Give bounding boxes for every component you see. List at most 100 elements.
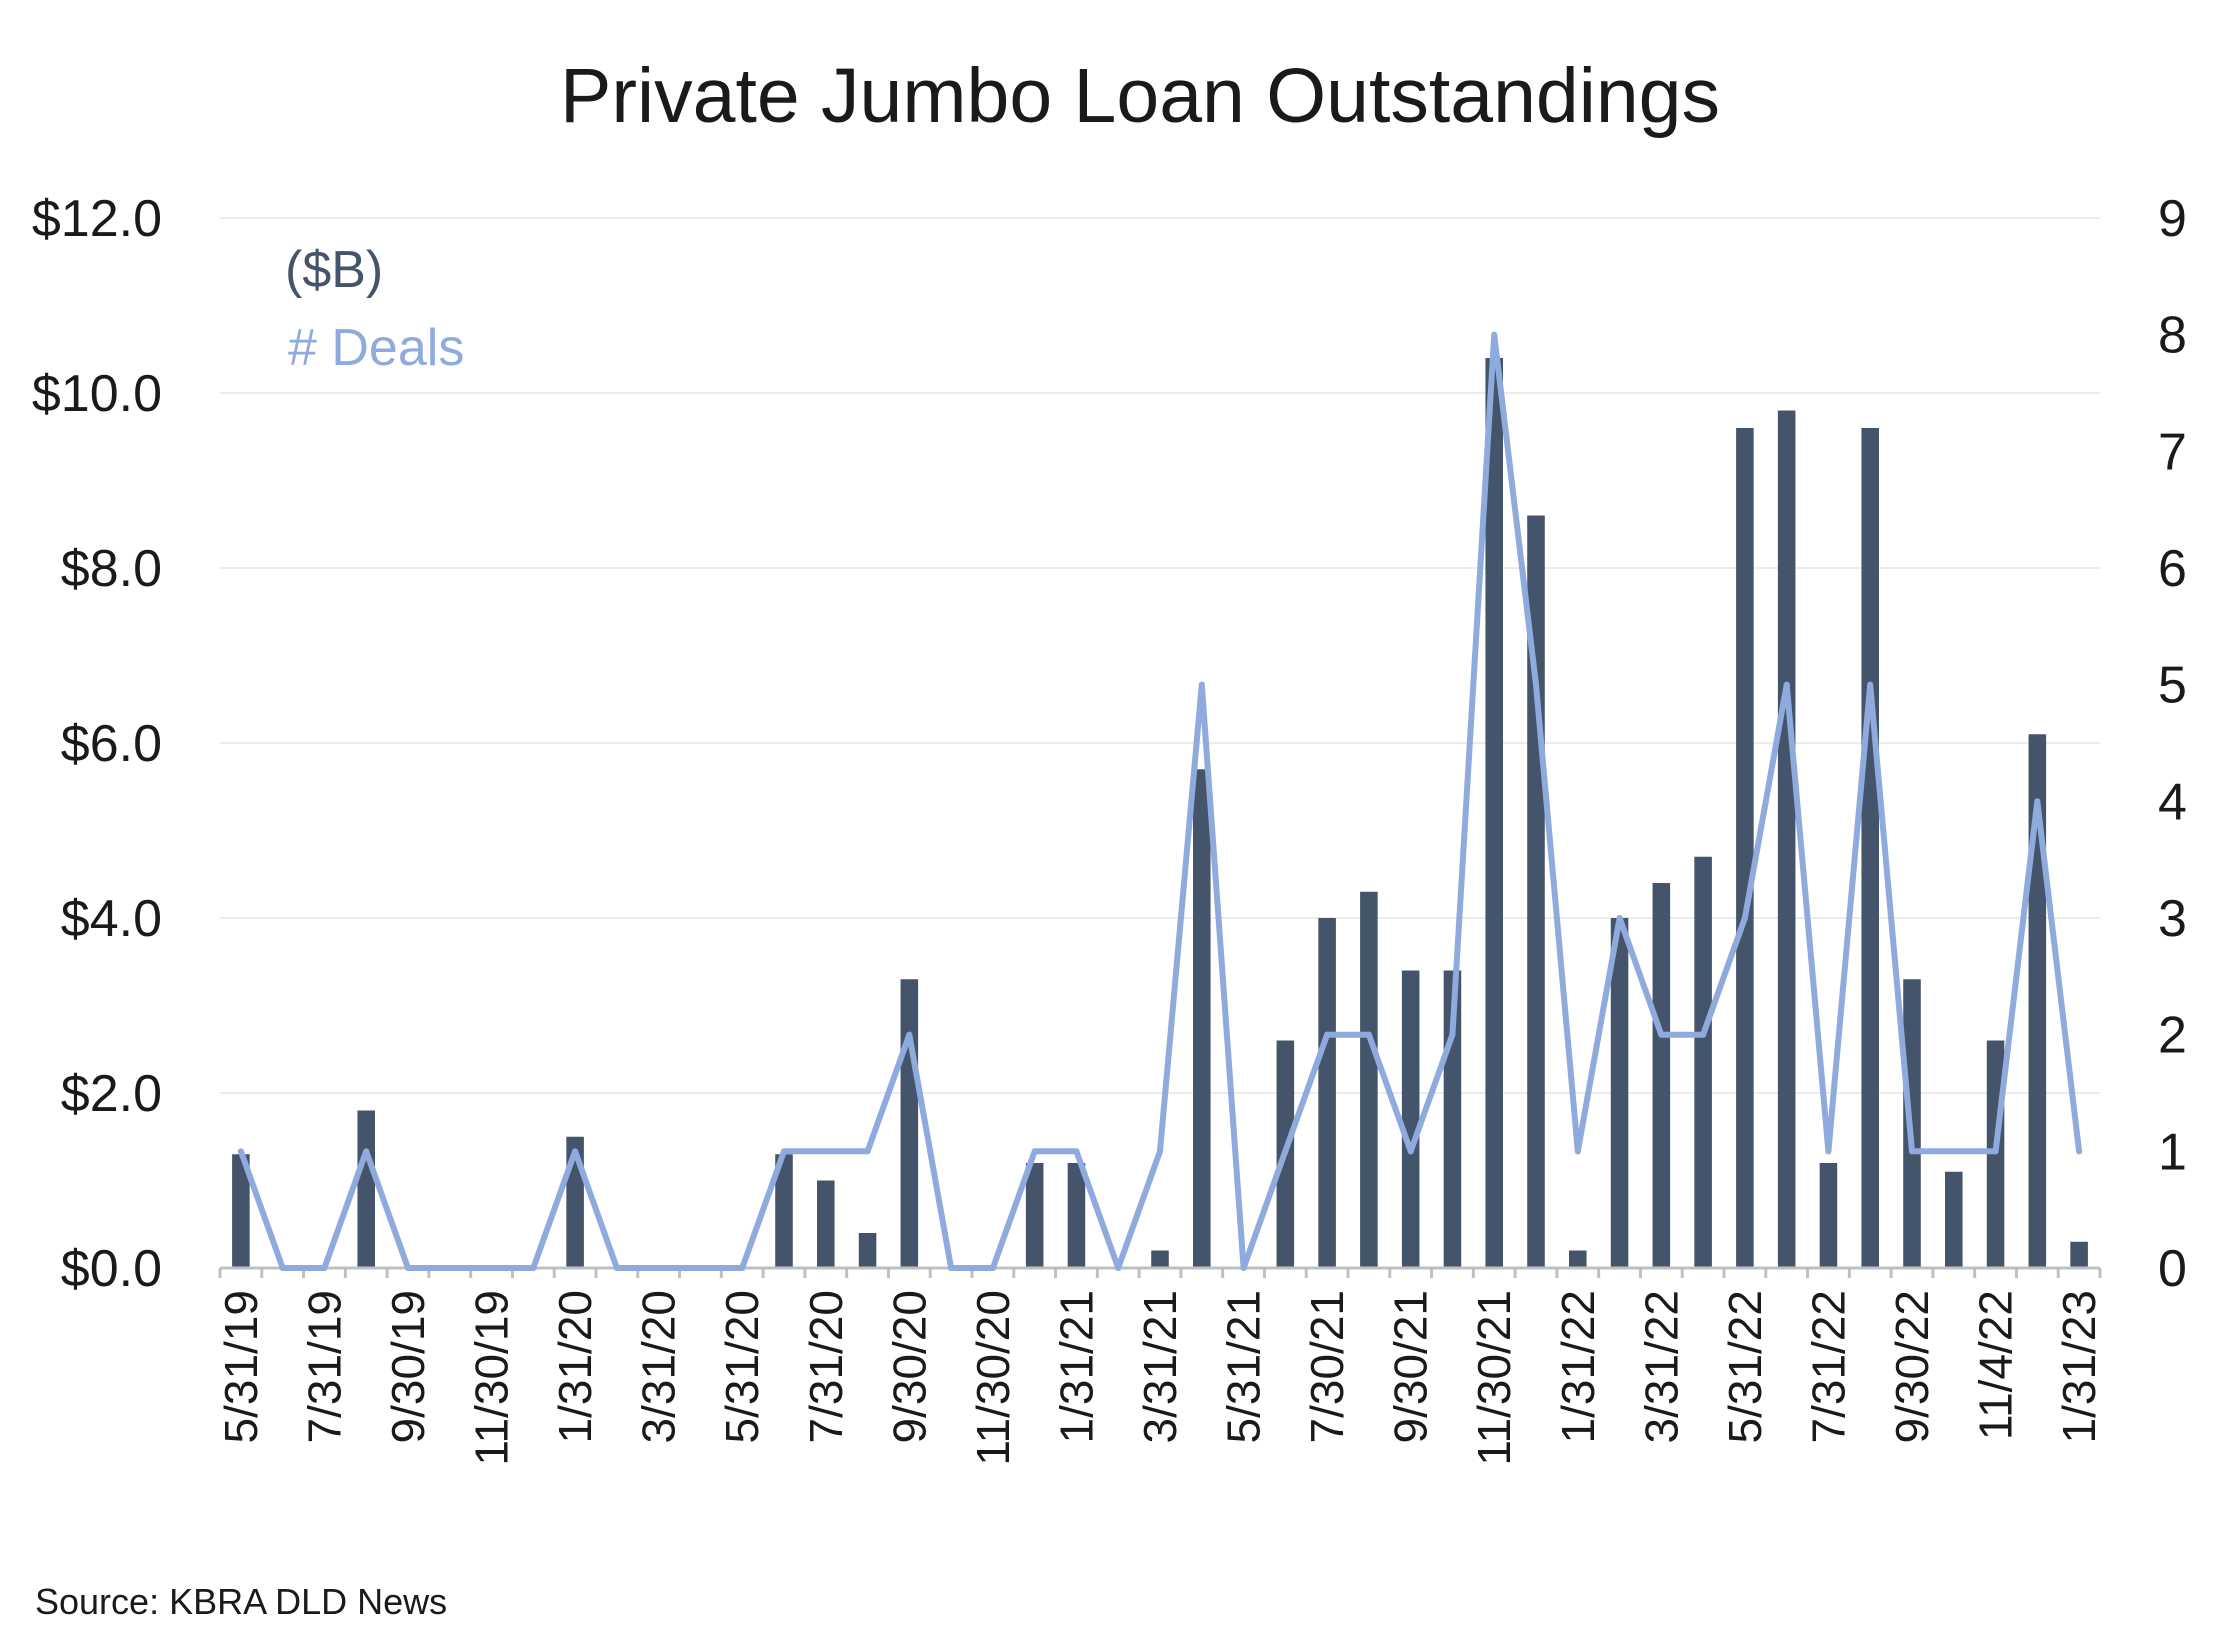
- deals-point: [321, 1265, 328, 1271]
- y-left-tick-label: $8.0: [61, 540, 162, 598]
- deals-point: [655, 1265, 662, 1271]
- deals-point: [530, 1265, 537, 1271]
- x-tick-label: 3/31/21: [1134, 1290, 1186, 1443]
- deals-point: [1115, 1265, 1122, 1271]
- deals-point: [1867, 681, 1874, 688]
- x-tick-label: 9/30/21: [1385, 1290, 1437, 1443]
- x-tick-label: 9/30/22: [1886, 1290, 1938, 1443]
- y-right-tick-label: 7: [2158, 423, 2187, 481]
- x-tick-label: 7/31/20: [800, 1290, 852, 1443]
- deals-point: [948, 1265, 955, 1271]
- x-tick-label: 1/31/21: [1050, 1290, 1102, 1443]
- deals-point: [1491, 331, 1498, 338]
- deals-point: [1282, 1148, 1289, 1155]
- bar: [1945, 1171, 1963, 1268]
- x-tick-label: 11/30/20: [967, 1290, 1019, 1466]
- y-right-tick-label: 2: [2158, 1007, 2187, 1065]
- bar: [1652, 883, 1671, 1268]
- bar: [1151, 1250, 1169, 1268]
- y-right-tick-label: 0: [2158, 1240, 2187, 1298]
- deals-point: [2076, 1148, 2083, 1155]
- x-tick-label: 3/31/22: [1635, 1290, 1687, 1443]
- x-tick-label: 7/30/21: [1301, 1290, 1353, 1443]
- deals-point: [2034, 798, 2041, 805]
- deals-point: [781, 1148, 787, 1155]
- deals-point: [1157, 1148, 1163, 1155]
- deals-point: [864, 1148, 871, 1155]
- deals-line: [237, 331, 2083, 1271]
- legend-item-bars: ($B): [285, 241, 383, 299]
- deals-point: [1198, 681, 1205, 688]
- bar: [1318, 918, 1336, 1268]
- deals-point: [1365, 1031, 1372, 1038]
- bar: [858, 1233, 877, 1268]
- deals-point: [1407, 1148, 1414, 1155]
- deals-point: [279, 1265, 286, 1271]
- x-tick-label: 7/31/19: [298, 1290, 350, 1443]
- bar: [1861, 428, 1879, 1268]
- deals-point: [1783, 681, 1790, 688]
- y-left-tick-label: $2.0: [61, 1065, 162, 1123]
- bar: [1610, 918, 1629, 1268]
- deals-point: [1825, 1148, 1832, 1155]
- deals-point: [405, 1265, 411, 1271]
- deals-point: [989, 1265, 996, 1271]
- deals-point: [1700, 1031, 1707, 1038]
- line-series: [237, 331, 2083, 1271]
- y-left-tick-label: $6.0: [61, 715, 162, 773]
- source-note: Source: KBRA DLD News: [35, 1581, 447, 1622]
- y-axis-right: 0 1 2 3 4 5 6 7 8 9: [2158, 190, 2187, 1298]
- deals-point: [572, 1148, 579, 1155]
- deals-point: [822, 1148, 829, 1155]
- x-tick-label: 1/31/20: [549, 1290, 601, 1443]
- deals-point: [1240, 1265, 1247, 1271]
- deals-point: [1031, 1148, 1038, 1155]
- chart-title: Private Jumbo Loan Outstandings: [560, 53, 1720, 139]
- x-tick-label: 3/31/20: [633, 1290, 685, 1443]
- deals-point: [739, 1265, 746, 1271]
- deals-point: [1909, 1148, 1915, 1155]
- bar: [1569, 1250, 1587, 1268]
- deals-point: [1324, 1031, 1331, 1038]
- bar: [1360, 891, 1378, 1268]
- deals-point: [488, 1265, 495, 1271]
- x-tick-label: 11/4/22: [1970, 1290, 2022, 1440]
- bar: [232, 1154, 250, 1268]
- bar: [775, 1154, 793, 1268]
- x-tick-label: 1/31/22: [1552, 1290, 1604, 1443]
- deals-point: [363, 1148, 370, 1155]
- deals-point: [446, 1265, 453, 1271]
- deals-point: [1992, 1148, 1999, 1155]
- y-left-tick-label: $4.0: [61, 890, 162, 948]
- bar: [817, 1180, 835, 1268]
- deals-point: [1741, 915, 1748, 921]
- bar: [357, 1110, 375, 1268]
- y-left-tick-label: $12.0: [32, 190, 162, 248]
- y-left-tick-label: $0.0: [61, 1240, 162, 1298]
- bar: [2070, 1241, 2088, 1268]
- bar: [1067, 1163, 1086, 1268]
- bar: [1025, 1163, 1044, 1268]
- y-right-tick-label: 3: [2158, 890, 2187, 948]
- y-right-tick-label: 8: [2158, 307, 2187, 365]
- bar: [1736, 428, 1754, 1268]
- deals-point: [237, 1148, 244, 1155]
- deals-point: [906, 1031, 913, 1038]
- deals-point: [1658, 1031, 1665, 1038]
- x-tick-label: 5/31/21: [1218, 1290, 1270, 1443]
- x-tick-label: 1/31/23: [2053, 1290, 2105, 1443]
- bar: [2028, 734, 2047, 1268]
- deals-point: [1950, 1148, 1957, 1155]
- bar: [1401, 970, 1420, 1268]
- x-tick-label: 5/31/20: [716, 1290, 768, 1443]
- x-axis-tick-labels: 5/31/19 7/31/19 9/30/19 11/30/19 1/31/20 3/31…: [215, 1290, 2105, 1466]
- deals-point: [1073, 1148, 1080, 1155]
- y-left-tick-label: $10.0: [32, 365, 162, 423]
- deals-point: [1616, 915, 1623, 921]
- x-tick-label: 5/31/19: [215, 1290, 267, 1443]
- bar: [1777, 410, 1796, 1268]
- bar: [1819, 1163, 1838, 1268]
- y-right-tick-label: 9: [2158, 190, 2187, 248]
- x-tick-label: 11/30/19: [466, 1290, 518, 1466]
